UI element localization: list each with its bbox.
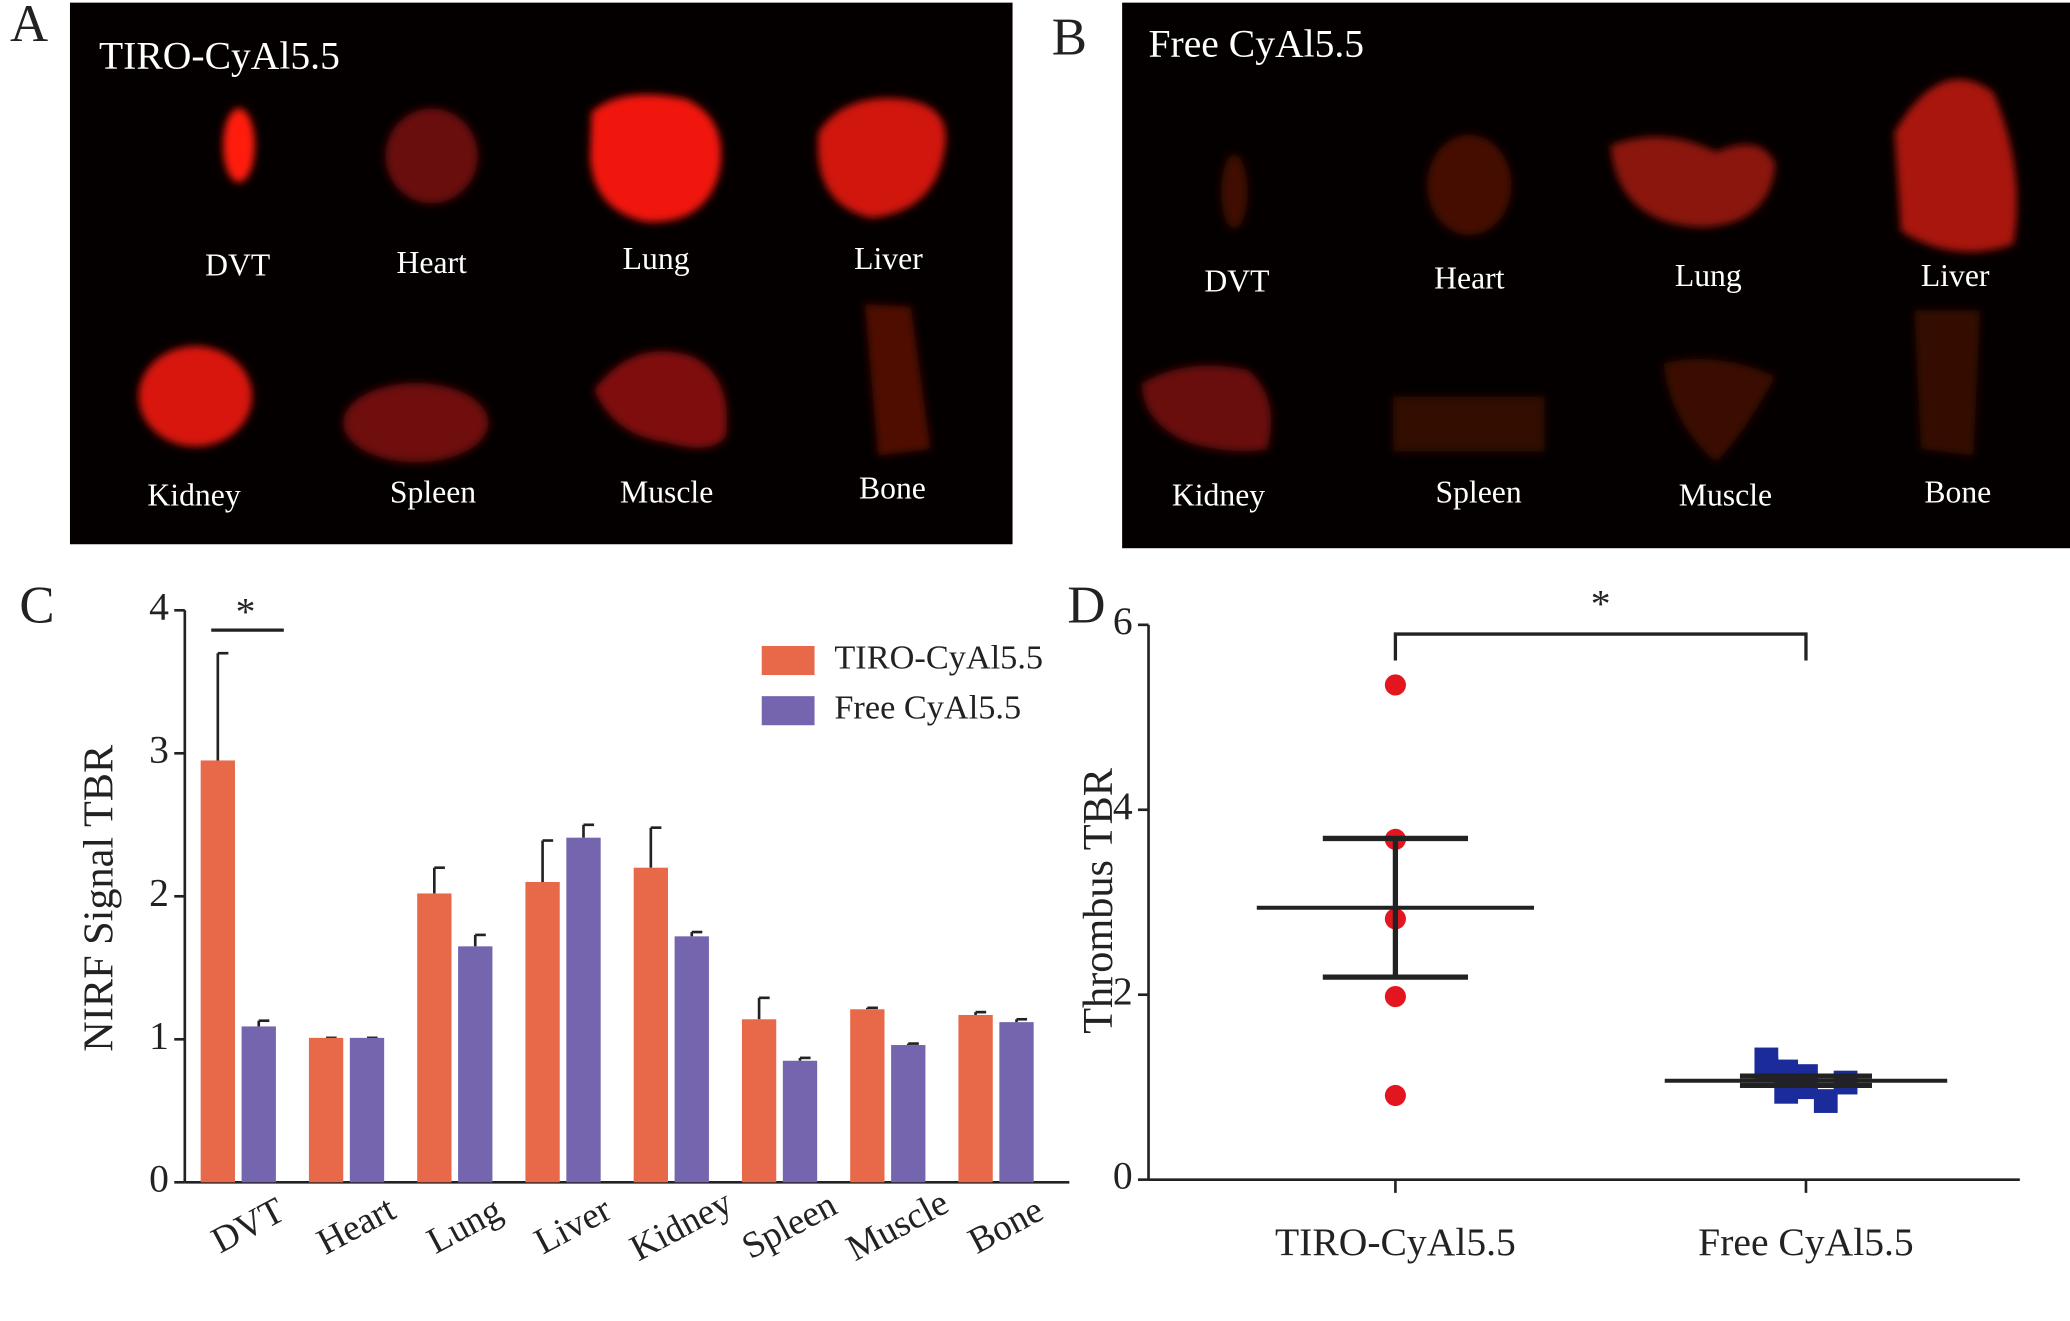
bar: [308, 1037, 344, 1183]
organ-label: Muscle: [1679, 477, 1772, 512]
panel-a-image: [69, 2, 1013, 545]
organ-label: Lung: [623, 241, 690, 276]
organ-blobs-a: [138, 94, 946, 463]
organ-blobs-b: [1141, 79, 2018, 463]
y-tick-label: 1: [149, 1013, 169, 1057]
x-tick-label: Liver: [527, 1188, 617, 1262]
legend-swatch: [761, 696, 815, 726]
x-tick-label: TIRO-CyAl5.5: [1275, 1220, 1516, 1264]
x-tick-label: Bone: [961, 1189, 1049, 1262]
organ-label: Heart: [1434, 261, 1505, 296]
panel-label: C: [19, 576, 54, 634]
panel-label: A: [10, 0, 48, 53]
organ-label: Lung: [1675, 258, 1742, 293]
y-tick-label: 2: [149, 870, 169, 914]
organ-label: Spleen: [1435, 475, 1521, 510]
significance-star: *: [1591, 582, 1611, 626]
legend-swatch: [761, 645, 815, 676]
y-tick-label: 3: [149, 727, 169, 771]
x-tick-label: Spleen: [735, 1183, 843, 1266]
bar: [674, 936, 709, 1183]
organ-label: Liver: [1921, 258, 1990, 293]
panel-title: TIRO-CyAl5.5: [99, 34, 340, 78]
legend-label: TIRO-CyAl5.5: [834, 638, 1043, 676]
x-tick-label: Kidney: [623, 1181, 739, 1269]
y-tick-label: 2: [1113, 969, 1133, 1013]
significance-bracket: [1393, 632, 1808, 661]
panel-label: D: [1067, 576, 1105, 634]
bar: [850, 1009, 885, 1183]
bar: [566, 837, 601, 1183]
y-axis-label: NIRF Signal TBR: [76, 744, 123, 1052]
organ-label: Liver: [854, 241, 923, 276]
data-point: [1384, 674, 1406, 696]
data-point: [1813, 1089, 1838, 1113]
organ-label: Bone: [859, 471, 926, 506]
bar: [741, 1019, 777, 1183]
x-tick-label: DVT: [204, 1189, 290, 1261]
y-tick-label: 4: [1113, 784, 1133, 828]
data-point: [1384, 1084, 1406, 1107]
x-tick-label: Lung: [420, 1189, 508, 1262]
panel-label: B: [1052, 8, 1087, 66]
organ-label: Heart: [397, 245, 468, 280]
data-point: [1384, 985, 1406, 1008]
organ-label: Bone: [1924, 475, 1991, 510]
x-tick-label: Heart: [310, 1187, 402, 1262]
organ-label: Spleen: [390, 475, 476, 510]
y-tick-label: 0: [149, 1156, 169, 1200]
bar: [999, 1022, 1034, 1183]
y-tick-label: 0: [1113, 1154, 1133, 1198]
bar: [349, 1037, 385, 1183]
panel-title: Free CyAl5.5: [1149, 22, 1365, 66]
organ-label: DVT: [1204, 263, 1269, 298]
bar: [241, 1026, 276, 1183]
y-tick-label: 4: [149, 584, 169, 628]
y-tick-label: 6: [1113, 599, 1133, 643]
organ-label: Kidney: [147, 477, 240, 512]
panel-b-image: [1122, 2, 2070, 549]
bar: [458, 946, 493, 1183]
y-axis-label: Thrombus TBR: [1075, 767, 1122, 1034]
bar: [891, 1045, 926, 1183]
x-tick-label: Free CyAl5.5: [1698, 1220, 1914, 1264]
bar: [782, 1060, 818, 1183]
organ-label: Kidney: [1172, 477, 1265, 512]
organ-label: Muscle: [620, 475, 713, 510]
bar: [958, 1014, 993, 1183]
bar: [525, 881, 560, 1183]
bar: [200, 760, 235, 1183]
organ-label: DVT: [205, 247, 270, 282]
significance-star: *: [236, 590, 256, 634]
legend-label: Free CyAl5.5: [834, 689, 1021, 727]
x-tick-label: Muscle: [839, 1181, 954, 1268]
bar: [417, 893, 452, 1183]
bar: [633, 867, 668, 1183]
